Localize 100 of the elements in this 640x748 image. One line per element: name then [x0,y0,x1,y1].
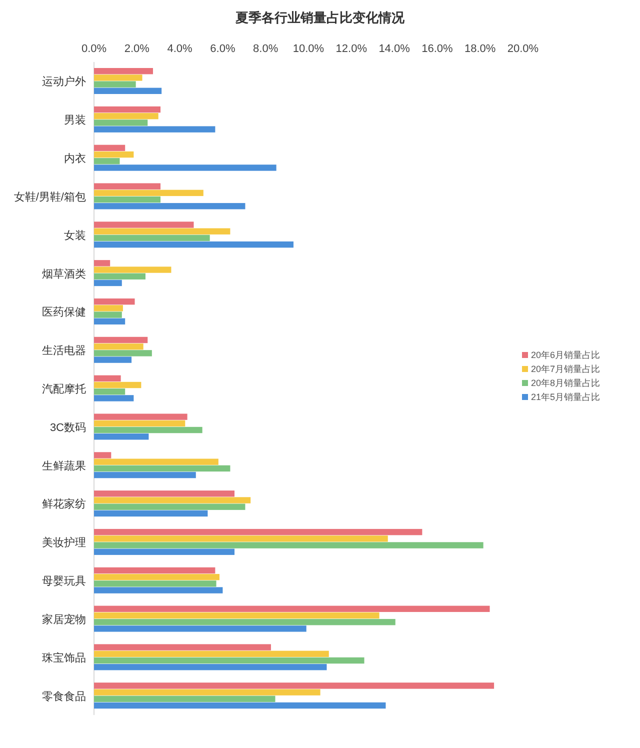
y-tick-label: 家居宠物 [42,612,86,626]
bar [94,241,294,248]
bar [94,696,276,702]
x-tick-label: 12.0% [336,43,368,55]
x-tick-label: 0.0% [81,43,107,55]
bar [94,183,160,190]
x-tick-label: 16.0% [422,43,454,55]
legend-label: 20年7月销量占比 [531,364,600,374]
bar [94,106,160,113]
x-tick-label: 10.0% [292,43,324,55]
bar [94,234,210,242]
bar [94,305,123,312]
bar [94,144,126,152]
bar [94,504,246,510]
bar [94,120,148,126]
bar [94,542,484,548]
bar [94,414,188,420]
bar [94,203,246,210]
chart-title: 夏季各行业销量占比变化情况 [234,10,406,25]
y-tick-label: 鲜花家纺 [42,498,86,511]
bar [94,567,216,574]
x-tick-label: 14.0% [378,43,410,55]
bar [94,273,146,280]
legend-label: 20年6月销量占比 [531,350,600,360]
y-tick-label: 烟草酒类 [42,267,86,280]
x-tick-label: 8.0% [253,43,278,55]
bar [94,298,135,305]
y-tick-label: 3C数码 [50,422,86,434]
x-tick-label: 4.0% [167,43,193,55]
y-tick-label: 母婴玩具 [42,576,86,588]
bar [94,151,134,158]
bar [94,266,172,273]
bar [94,382,142,388]
bar [94,587,223,594]
bar [94,350,152,356]
bar [94,612,380,619]
bar [94,318,126,324]
y-tick-label: 女鞋/男鞋/箱包 [14,190,86,204]
y-tick-label: 生鲜蔬果 [42,459,86,472]
bar [94,702,386,709]
bar [94,664,327,670]
bar [94,644,271,650]
bar [94,426,202,434]
y-tick-label: 医药保健 [42,306,86,319]
bar [94,472,196,478]
bar [94,626,306,632]
x-tick-label: 18.0% [464,43,496,55]
bar [94,657,364,664]
bar [94,190,204,196]
bar [94,650,329,657]
bar [94,81,136,88]
bar [94,395,134,402]
bar [94,158,120,164]
bar [94,280,122,286]
bar [94,618,396,626]
y-tick-label: 男装 [64,114,86,127]
bar [94,536,388,542]
bar [94,689,320,696]
bar [94,228,230,234]
legend-label: 20年8月销量占比 [531,378,600,388]
y-tick-label: 女装 [64,228,86,242]
bar [94,528,422,536]
bar [94,682,494,689]
bar [94,113,158,120]
bar [94,420,186,427]
legend-label: 21年5月销量占比 [531,392,600,402]
bar [94,580,216,587]
bar [94,388,126,395]
x-tick-label: 6.0% [210,43,236,55]
bar [94,458,218,465]
bar [94,465,230,472]
bar [94,222,194,228]
bar [94,375,121,382]
bar [94,336,148,344]
bar [94,126,216,132]
y-tick-label: 零食食品 [42,690,86,703]
y-tick-label: 内衣 [64,152,86,166]
bar [94,510,208,517]
bar [94,452,112,458]
bar [94,74,142,81]
y-tick-label: 汽配摩托 [42,382,86,396]
bar [94,490,234,497]
y-tick-label: 美妆护理 [42,536,86,550]
y-tick-label: 珠宝饰品 [42,651,86,664]
x-tick-label: 20.0% [507,43,539,55]
bar [94,343,144,350]
y-tick-label: 运动户外 [42,75,86,88]
bar [94,88,162,94]
x-tick-label: 2.0% [124,43,150,55]
bar [94,356,132,363]
bar [94,606,490,612]
y-tick-label: 生活电器 [42,344,86,358]
bar [94,196,160,203]
bar [94,548,234,555]
bar [94,312,122,318]
bar [94,260,110,266]
bar [94,574,220,580]
bar [94,434,149,440]
bar [94,68,153,74]
bar [94,164,276,171]
